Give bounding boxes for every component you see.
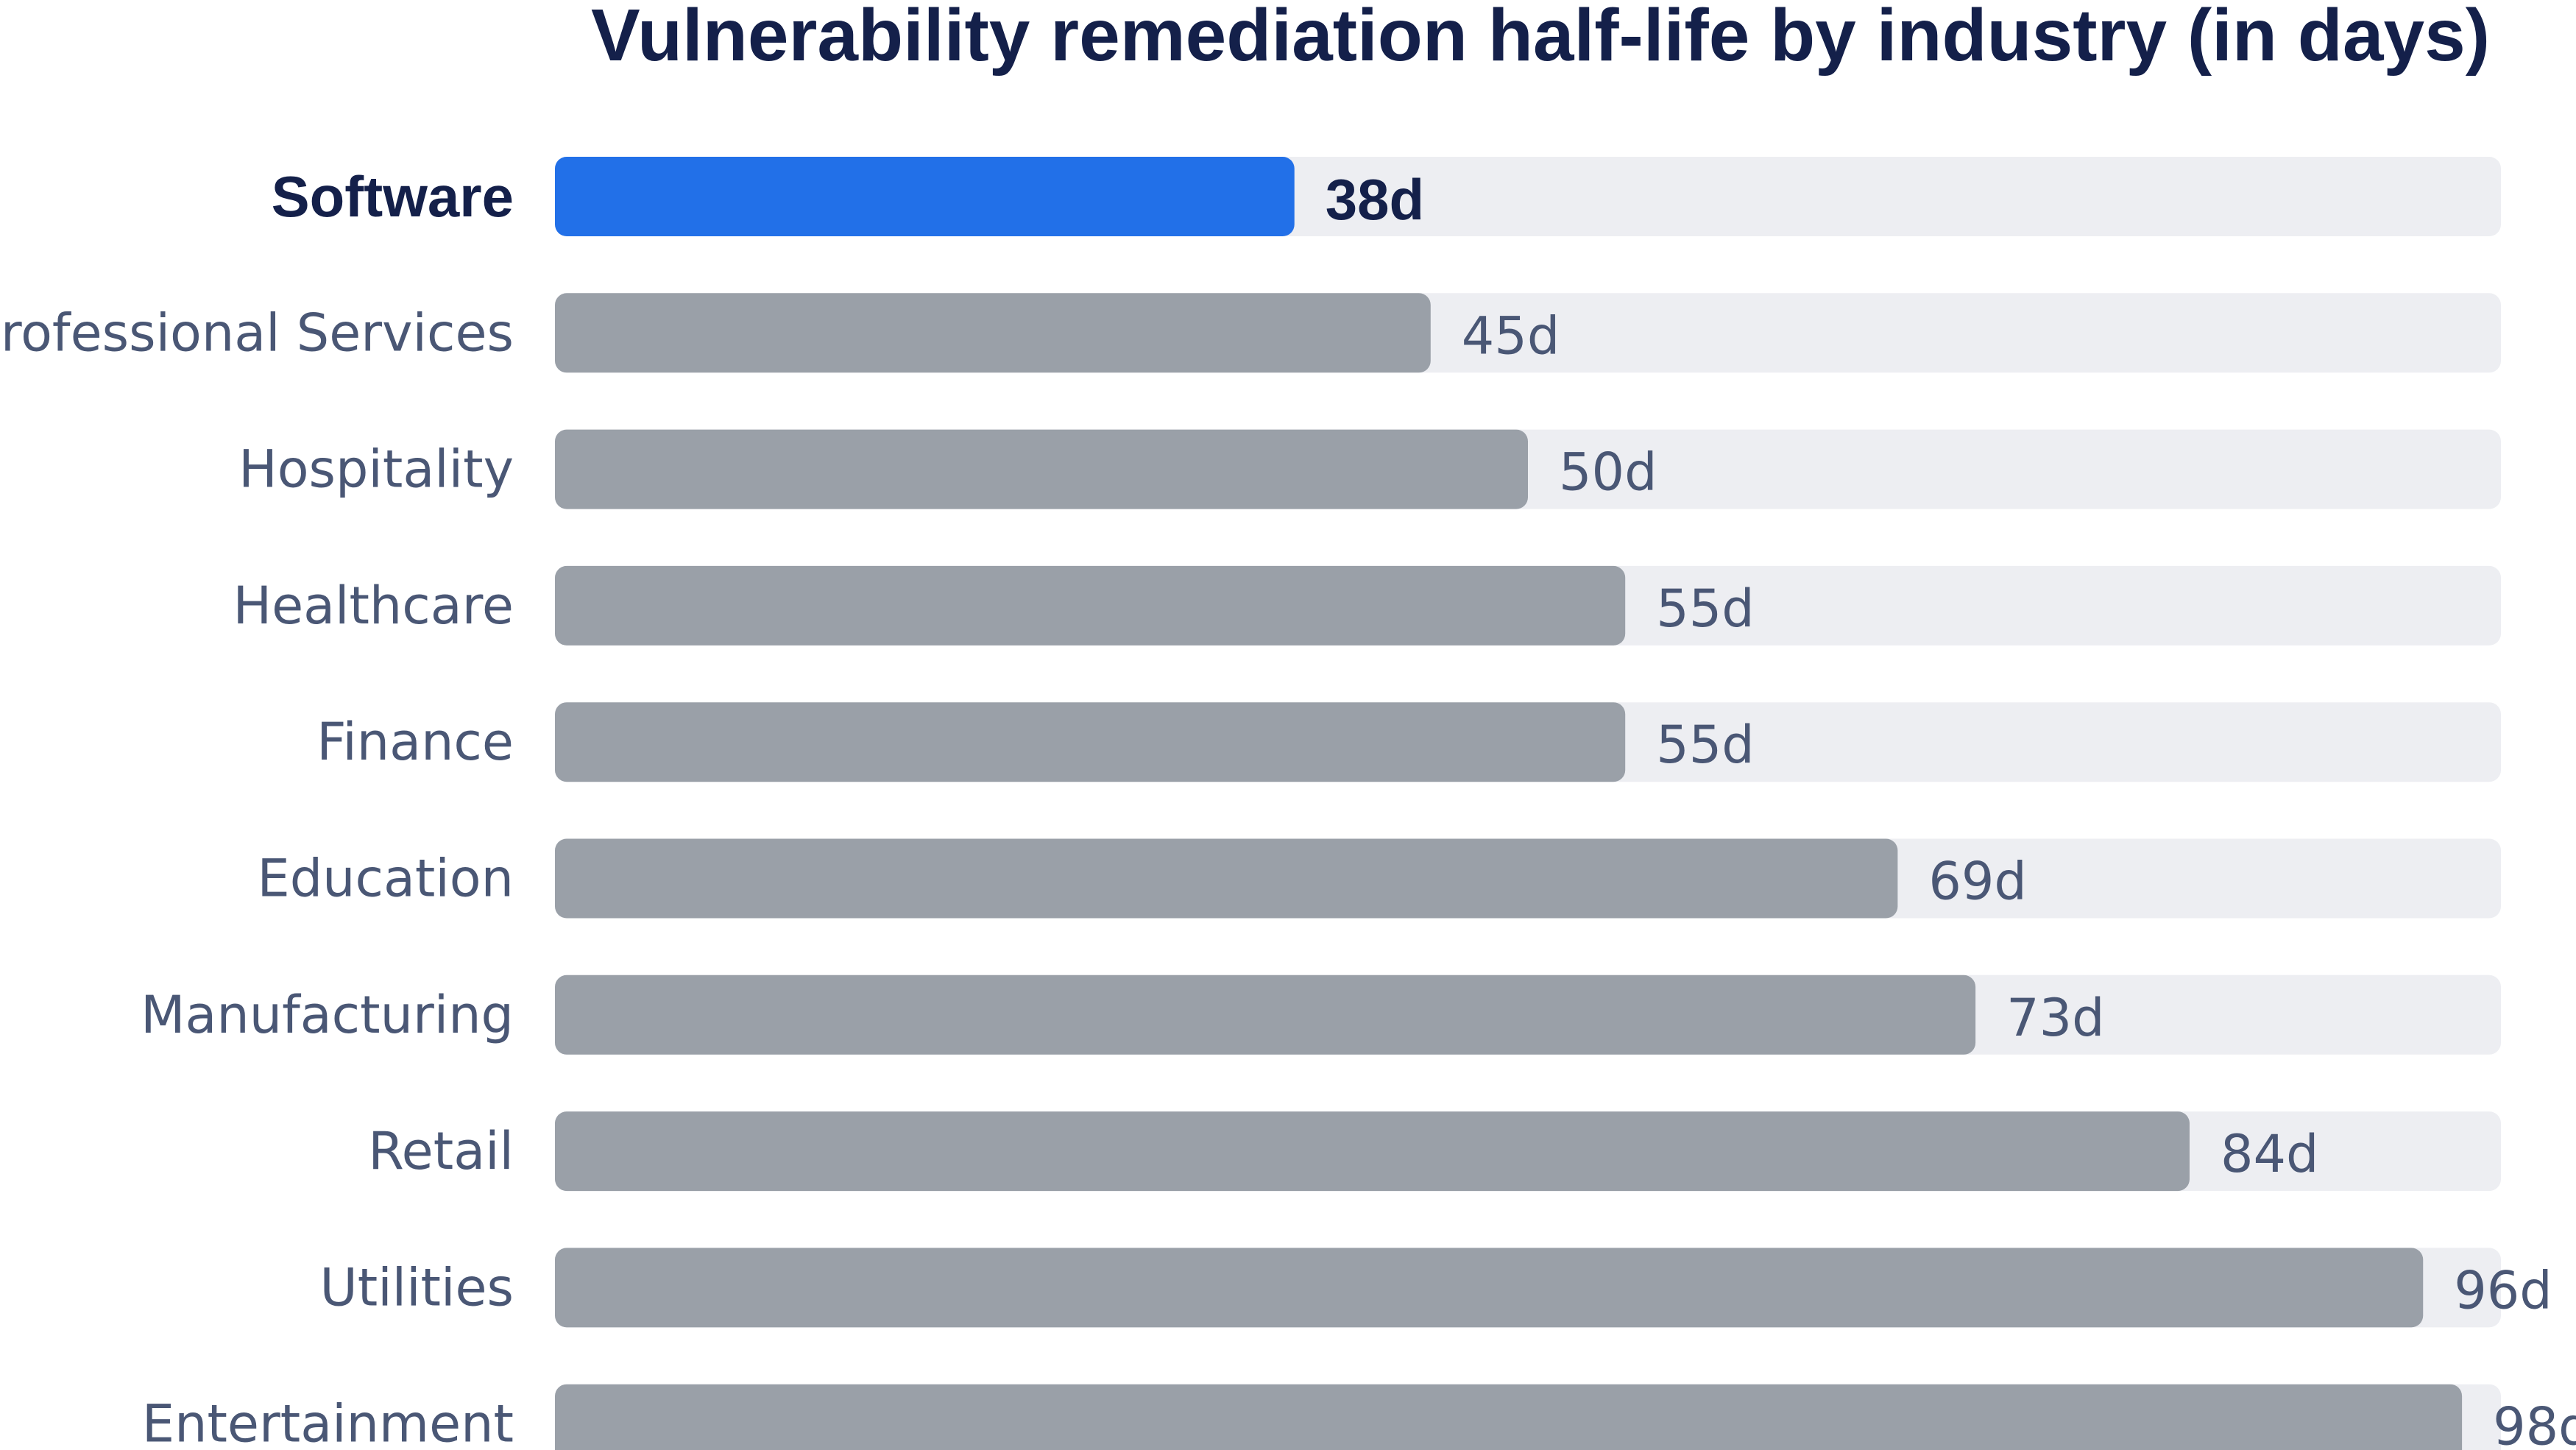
- category-label: Retail: [368, 1121, 514, 1181]
- bar-healthcare: [555, 565, 1626, 646]
- category-label: Manufacturing: [141, 985, 514, 1045]
- value-label: 55d: [1656, 715, 1755, 775]
- category-label: Hospitality: [238, 439, 514, 500]
- bar-professional-services: [555, 293, 1431, 373]
- value-label: 55d: [1656, 579, 1755, 639]
- value-label: 73d: [2006, 988, 2105, 1048]
- bar-retail: [555, 1111, 2190, 1192]
- value-label: 96d: [2454, 1260, 2552, 1320]
- bar-hospitality: [555, 429, 1528, 509]
- value-label: 98d: [2493, 1397, 2576, 1450]
- category-label: Entertainment: [142, 1394, 514, 1450]
- value-label: 38d: [1326, 167, 1424, 232]
- category-label: Education: [258, 849, 514, 909]
- category-label: Software: [272, 164, 514, 229]
- bar-software: [555, 157, 1295, 236]
- bar-finance: [555, 702, 1626, 782]
- bar-utilities: [555, 1248, 2424, 1328]
- category-label: Healthcare: [233, 576, 514, 636]
- value-label: 50d: [1559, 442, 1657, 503]
- chart-title: Vulnerability remediation half-life by i…: [591, 0, 2490, 77]
- bar-manufacturing: [555, 975, 1976, 1055]
- category-label: Professional Services: [0, 303, 514, 363]
- category-label: Utilities: [320, 1257, 514, 1318]
- value-label: 45d: [1462, 305, 1560, 366]
- value-label: 84d: [2221, 1124, 2319, 1184]
- category-label: Finance: [316, 712, 514, 772]
- bar-entertainment: [555, 1384, 2463, 1450]
- bars-group: Software 38d Professional Services 45d Hospi…: [0, 157, 2576, 1450]
- bar-education: [555, 838, 1898, 919]
- value-label: 69d: [1928, 852, 2027, 912]
